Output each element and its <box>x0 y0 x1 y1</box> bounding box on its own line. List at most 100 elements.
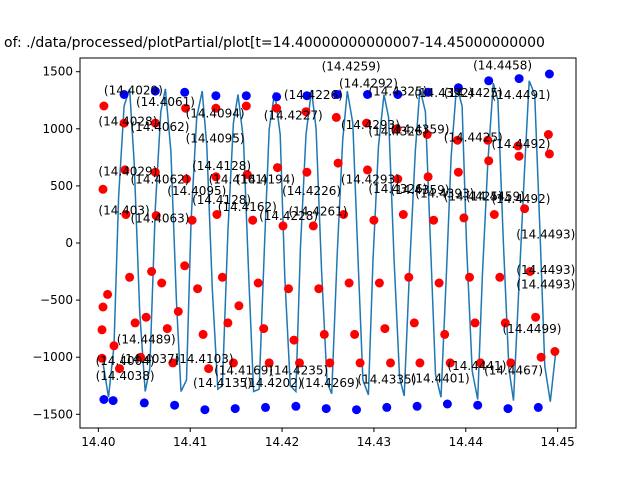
y-tick-label: −1000 <box>32 350 73 364</box>
data-point <box>115 364 124 374</box>
data-point <box>344 278 354 288</box>
peak-point <box>544 69 554 79</box>
point-annotation: (14.4425) <box>444 130 503 144</box>
peak-point <box>139 398 149 408</box>
data-point <box>121 210 131 219</box>
data-point <box>193 284 203 294</box>
point-annotation: (14.4425) <box>444 86 503 100</box>
data-point <box>415 358 425 368</box>
point-annotation: (14.4261) <box>289 205 348 219</box>
data-point <box>513 141 523 151</box>
point-annotation: (14.4467) <box>484 363 543 377</box>
data-point <box>264 358 274 368</box>
y-tick-label: 1500 <box>42 65 73 79</box>
data-point <box>187 215 197 225</box>
data-point <box>404 272 414 282</box>
points-layer <box>97 69 560 415</box>
point-annotation: (14.4325) <box>368 85 427 99</box>
peak-point <box>241 91 251 101</box>
data-point <box>211 172 221 182</box>
peak-point <box>442 399 452 409</box>
point-annotation: (14.4128) <box>192 193 251 207</box>
data-point <box>228 358 238 368</box>
data-point <box>223 318 233 328</box>
point-annotation: (14.4038) <box>96 369 155 383</box>
data-point <box>398 210 408 219</box>
data-point <box>150 118 160 128</box>
peak-point <box>484 76 494 86</box>
data-point <box>136 352 146 362</box>
data-point <box>272 103 282 113</box>
data-point <box>253 278 263 288</box>
data-point <box>525 267 535 276</box>
x-tick-label: 14.44 <box>449 435 483 449</box>
data-point <box>242 170 252 179</box>
point-annotation: (14.4392) <box>414 86 473 100</box>
point-annotation: (14.4493) <box>516 263 575 277</box>
data-point <box>483 135 493 145</box>
data-point <box>259 324 269 334</box>
point-annotation: (14.4459) <box>466 190 525 204</box>
point-annotation: (14.403) <box>98 204 149 218</box>
data-point <box>355 358 365 368</box>
peak-point <box>302 91 312 101</box>
data-point <box>273 163 282 173</box>
point-annotation: (14.4095) <box>167 184 226 198</box>
data-point <box>97 325 107 335</box>
point-annotation: (14.4492) <box>492 137 551 151</box>
data-point <box>453 135 462 145</box>
data-point <box>531 312 541 322</box>
data-point <box>500 318 510 328</box>
data-point <box>130 318 140 328</box>
point-annotation: (14.4037) <box>120 352 179 366</box>
point-annotation: (14.4062) <box>131 173 190 187</box>
data-point <box>125 272 135 282</box>
data-point <box>198 329 208 339</box>
point-annotation: (14.4226) <box>282 184 341 198</box>
point-annotation: (14.4292) <box>339 77 398 91</box>
point-annotation: (14.4029) <box>98 165 157 179</box>
data-point <box>520 204 530 214</box>
data-point <box>319 329 329 339</box>
peak-point <box>200 405 210 415</box>
data-point <box>180 261 190 271</box>
point-annotation: (14.4493) <box>516 278 575 292</box>
data-point <box>506 358 516 368</box>
point-annotation: (14.4489) <box>117 333 176 347</box>
point-annotation: (14.4135) <box>193 376 252 390</box>
data-point <box>314 284 324 294</box>
peak-point <box>119 90 129 99</box>
point-annotation: (14.4393) <box>415 186 474 200</box>
data-point <box>295 358 304 368</box>
point-annotation: (14.4095) <box>186 132 245 146</box>
y-tick-label: 500 <box>50 179 73 193</box>
data-point <box>459 213 469 223</box>
peak-point <box>291 401 301 411</box>
data-point <box>325 358 335 368</box>
data-point <box>363 165 372 175</box>
annotation-layer: (14.4029)(14.4061)(14.4028)(14.4062)(14.… <box>96 58 576 390</box>
point-annotation: (14.4493) <box>516 227 575 241</box>
data-point <box>97 353 107 363</box>
point-annotation: (14.4259) <box>322 60 381 74</box>
point-annotation: (14.4499) <box>503 322 562 336</box>
point-annotation: (14.4269) <box>300 376 359 390</box>
point-annotation: (14.4103) <box>175 352 234 366</box>
y-tick-label: 0 <box>65 236 73 250</box>
point-annotation: (14.4194) <box>236 173 295 187</box>
data-point <box>119 118 129 128</box>
data-point <box>374 278 384 288</box>
point-annotation: (14.4228) <box>259 209 318 223</box>
data-point <box>308 221 318 231</box>
point-annotation: (14.4004) <box>96 354 155 368</box>
data-point <box>289 335 299 345</box>
point-annotation: (14.4235) <box>269 363 328 377</box>
point-annotation: (14.4458) <box>473 58 532 72</box>
peak-point <box>150 86 160 96</box>
point-annotation: (14.4492) <box>492 192 551 206</box>
data-point <box>429 215 439 225</box>
peak-point <box>99 395 109 404</box>
data-point <box>141 312 151 322</box>
data-point <box>544 149 554 159</box>
